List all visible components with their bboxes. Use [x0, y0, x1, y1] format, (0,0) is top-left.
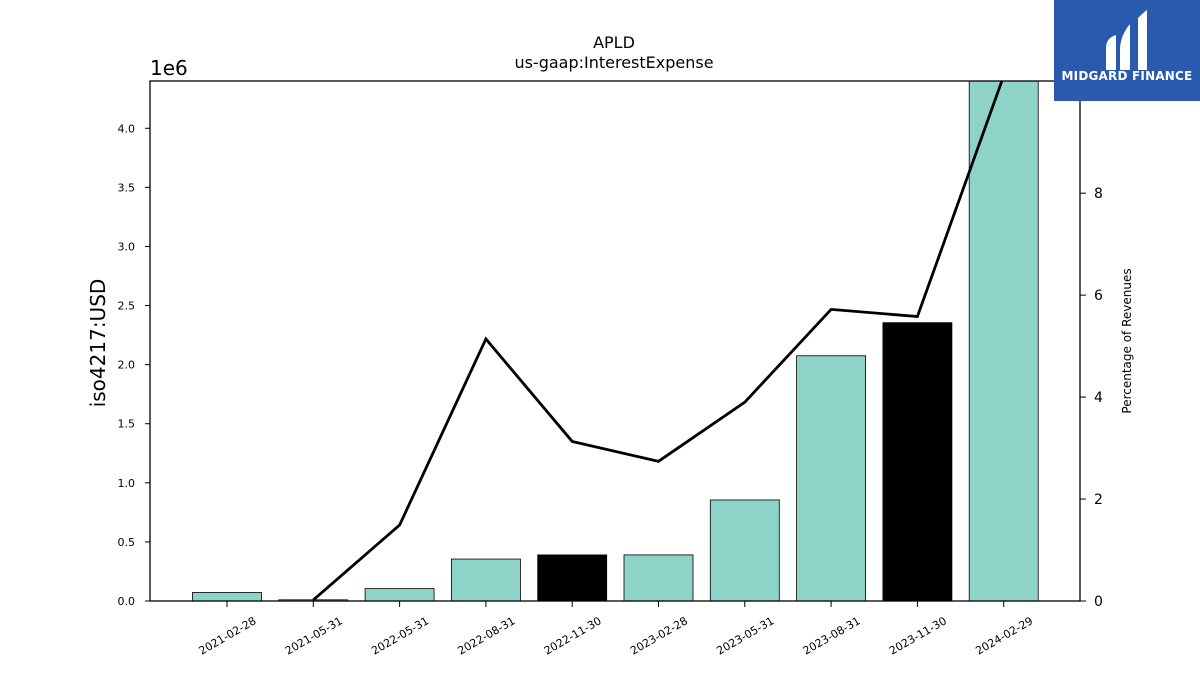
x-tick-label: 2023-02-28 [628, 614, 690, 657]
logo-text: MIDGARD FINANCE [1061, 69, 1193, 83]
bar-2023-11-30 [882, 322, 953, 602]
plot-frame [149, 80, 1081, 602]
bar-2022-08-31 [450, 558, 521, 602]
y-tick-label: 3.0 [118, 240, 136, 253]
x-tick-label: 2021-05-31 [283, 614, 345, 657]
y-tick-label: 2.5 [118, 300, 136, 313]
midgard-finance-logo-icon [1106, 10, 1147, 70]
y-tick-label: 0.0 [118, 595, 136, 608]
line-series [312, 81, 1004, 601]
bar-2022-11-30 [537, 554, 608, 602]
y-axis-label: iso4217:USD [86, 279, 110, 408]
y2-tick-label: 6 [1094, 288, 1103, 304]
x-tick-label: 2023-05-31 [714, 614, 776, 657]
bar-2023-02-28 [623, 554, 694, 602]
bar-2023-05-31 [709, 499, 780, 602]
y2-tick-label: 8 [1094, 186, 1103, 202]
bar-2022-05-31 [364, 588, 435, 602]
x-tick-label: 2022-08-31 [456, 614, 518, 657]
x-tick-label: 2022-11-30 [542, 614, 604, 657]
y2-tick-label: 4 [1094, 390, 1103, 406]
x-tick-label: 2022-05-31 [369, 614, 431, 657]
y-tick-label: 1.0 [118, 477, 136, 490]
bar-2021-02-28 [192, 592, 262, 602]
midgard-finance-logo: MIDGARD FINANCE [1054, 0, 1200, 101]
x-tick-label: 2023-11-30 [887, 614, 949, 657]
chart-title: APLD [593, 33, 635, 52]
y2-tick-label: 2 [1094, 492, 1103, 508]
y-tick-label: 1.5 [118, 418, 136, 431]
chart-subtitle: us-gaap:InterestExpense [514, 53, 713, 72]
y-tick-label: 4.0 [118, 122, 136, 135]
y-tick-label: 0.5 [118, 536, 136, 549]
bar-2024-02-29 [968, 80, 1039, 602]
x-tick-label: 2024-02-29 [973, 614, 1035, 657]
x-tick-label: 2021-02-28 [197, 614, 259, 657]
y-tick-label: 3.5 [118, 181, 136, 194]
y-offset-label: 1e6 [150, 56, 188, 80]
x-tick-label: 2023-08-31 [801, 614, 863, 657]
y-tick-label: 2.0 [118, 359, 136, 372]
y2-tick-label: 0 [1094, 594, 1103, 610]
bar-2023-08-31 [796, 355, 866, 602]
y2-axis-label: Percentage of Revenues [1120, 268, 1134, 413]
